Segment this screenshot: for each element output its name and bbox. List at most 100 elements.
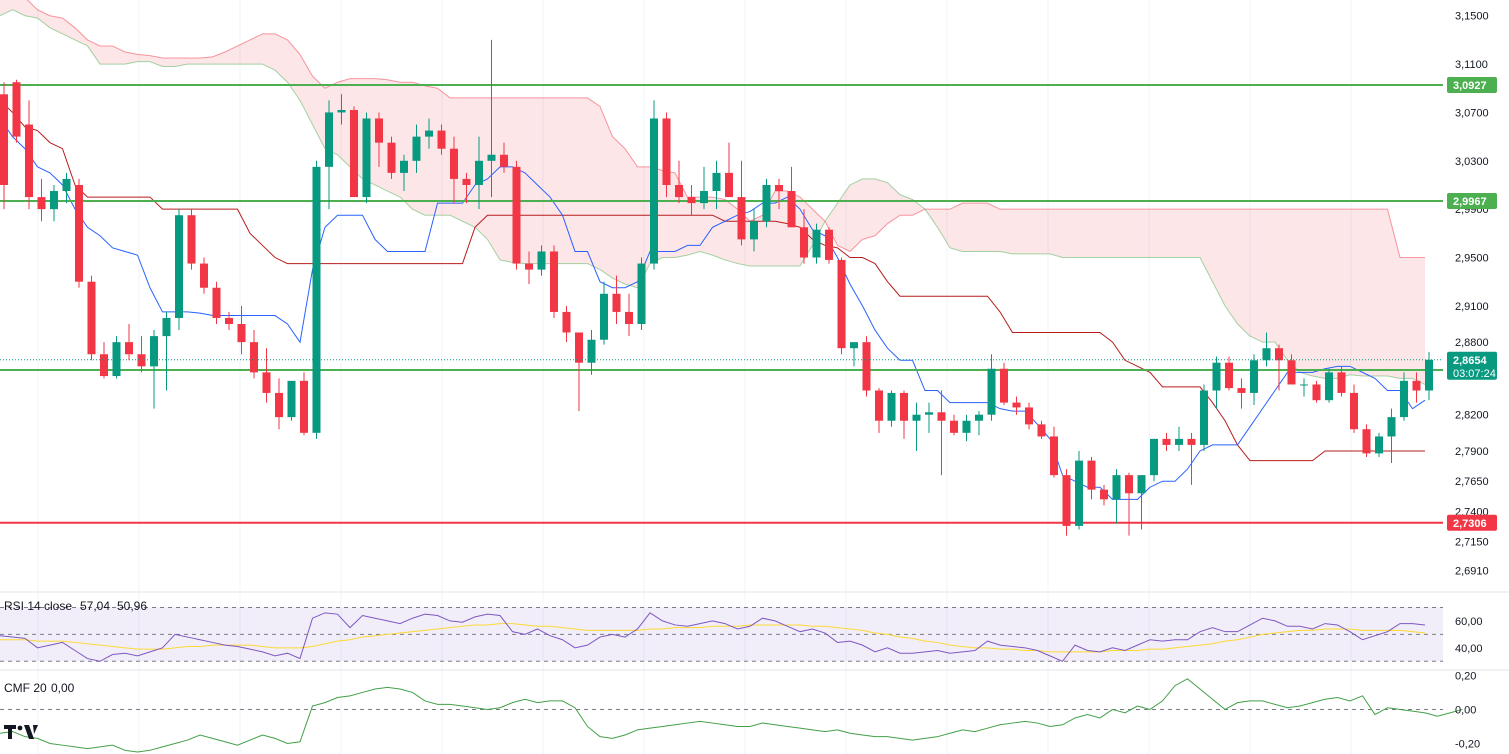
candle[interactable] <box>175 209 183 331</box>
candle[interactable] <box>975 411 983 436</box>
candle[interactable] <box>1050 426 1058 478</box>
candle[interactable] <box>362 112 371 204</box>
candle[interactable] <box>650 100 658 270</box>
level-price-pill[interactable]: 3,0927 <box>1447 76 1497 93</box>
candle[interactable] <box>1350 384 1358 433</box>
candle[interactable] <box>1325 368 1333 403</box>
candle[interactable] <box>537 245 546 276</box>
candle[interactable] <box>1275 344 1283 391</box>
candle[interactable] <box>837 257 846 355</box>
candle[interactable] <box>375 112 383 167</box>
candle[interactable] <box>337 94 346 125</box>
candle[interactable] <box>262 348 271 403</box>
candle[interactable] <box>325 100 333 210</box>
candle[interactable] <box>937 390 946 476</box>
candle[interactable] <box>1262 332 1271 367</box>
candle[interactable] <box>1012 396 1021 415</box>
candle[interactable] <box>1137 475 1146 530</box>
candle[interactable] <box>1312 380 1321 403</box>
candle[interactable] <box>1150 438 1158 482</box>
candle[interactable] <box>600 281 608 345</box>
candle[interactable] <box>112 336 121 379</box>
candle[interactable] <box>762 178 771 228</box>
candle[interactable] <box>512 160 521 270</box>
candle[interactable] <box>12 79 21 143</box>
candle[interactable] <box>1300 378 1308 397</box>
candle[interactable] <box>125 324 133 361</box>
candle[interactable] <box>1175 426 1183 451</box>
candle[interactable] <box>475 136 483 210</box>
candle[interactable] <box>487 39 496 198</box>
candle[interactable] <box>500 142 508 173</box>
candle[interactable] <box>1237 378 1246 409</box>
candle[interactable] <box>950 414 958 436</box>
candle[interactable] <box>225 311 233 331</box>
candle[interactable] <box>987 354 996 421</box>
candle[interactable] <box>200 257 208 294</box>
candle[interactable] <box>550 245 558 318</box>
candle[interactable] <box>737 160 746 246</box>
candle[interactable] <box>1037 420 1046 439</box>
candle[interactable] <box>62 172 71 204</box>
candle[interactable] <box>1162 432 1171 451</box>
candle[interactable] <box>587 330 596 375</box>
candle[interactable] <box>87 275 96 361</box>
candle[interactable] <box>462 172 471 204</box>
candle[interactable] <box>300 372 308 436</box>
candle[interactable] <box>825 227 833 264</box>
candle[interactable] <box>1287 354 1296 385</box>
candle[interactable] <box>1337 366 1346 397</box>
candle[interactable] <box>75 178 83 288</box>
candle[interactable] <box>662 112 671 198</box>
candle[interactable] <box>925 402 933 433</box>
candle[interactable] <box>1187 432 1196 485</box>
candle[interactable] <box>625 293 633 337</box>
candle[interactable] <box>812 223 821 264</box>
candle[interactable] <box>1250 354 1258 406</box>
candle[interactable] <box>912 402 921 451</box>
candle[interactable] <box>1087 457 1096 500</box>
candle[interactable] <box>1000 362 1008 406</box>
candle[interactable] <box>1062 469 1071 536</box>
candle[interactable] <box>1075 450 1083 530</box>
candle[interactable] <box>350 106 358 198</box>
candle[interactable] <box>862 336 871 397</box>
candle[interactable] <box>37 178 46 222</box>
candle[interactable] <box>1212 356 1221 409</box>
candle[interactable] <box>387 136 396 179</box>
candle[interactable] <box>525 251 533 285</box>
candle[interactable] <box>787 166 796 228</box>
candle[interactable] <box>237 305 246 355</box>
candle[interactable] <box>275 378 283 430</box>
candle[interactable] <box>1387 408 1396 464</box>
candle[interactable] <box>775 178 783 210</box>
candle[interactable] <box>1412 372 1421 403</box>
candle[interactable] <box>437 124 446 155</box>
price-axis[interactable]: 3,15003,11003,07003,03002,99002,95002,91… <box>1447 11 1497 578</box>
tradingview-logo-icon[interactable] <box>4 722 40 742</box>
candle[interactable] <box>400 154 408 192</box>
candle[interactable] <box>1362 424 1371 458</box>
candle[interactable] <box>725 142 733 198</box>
candle[interactable] <box>900 390 908 439</box>
candle[interactable] <box>187 209 196 270</box>
candle[interactable] <box>1425 351 1433 401</box>
candle[interactable] <box>637 257 646 331</box>
candle[interactable] <box>1375 432 1383 458</box>
candle[interactable] <box>287 380 296 421</box>
candle[interactable] <box>875 388 883 433</box>
candle[interactable] <box>212 281 221 325</box>
candle[interactable] <box>425 118 433 149</box>
candle[interactable] <box>1400 372 1408 421</box>
candle[interactable] <box>612 275 621 325</box>
candle[interactable] <box>750 209 758 252</box>
candle[interactable] <box>675 160 683 204</box>
level-price-pill[interactable]: 2,7306 <box>1447 514 1497 531</box>
candle[interactable] <box>712 160 721 210</box>
candle[interactable] <box>412 124 421 173</box>
candle[interactable] <box>250 330 258 379</box>
candle[interactable] <box>50 184 58 222</box>
candle[interactable] <box>0 82 8 210</box>
candle[interactable] <box>962 414 971 442</box>
